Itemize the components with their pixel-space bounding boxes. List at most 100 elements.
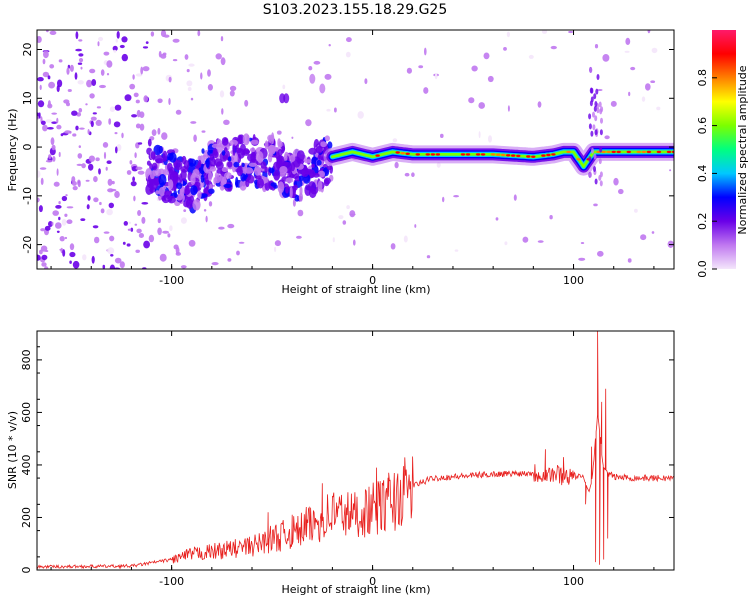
spectrogram-vertical-feature — [599, 146, 603, 153]
spectrogram-noise-blob — [423, 87, 429, 94]
spectrogram-noise-blob — [121, 36, 128, 43]
spectrogram-noise-blob — [220, 36, 224, 42]
spectrogram-noise-blob — [114, 190, 120, 199]
spectrogram-noise-blob — [190, 97, 194, 101]
spectrogram-noise-blob — [108, 118, 112, 125]
spectrogram-ridge-core — [516, 154, 521, 158]
spectrogram-noise-blob — [274, 246, 277, 253]
spectrogram-blob — [168, 166, 175, 175]
spectrogram-noise-blob — [345, 51, 351, 58]
spectrogram-ridge-core — [531, 155, 536, 158]
spectrogram-ridge-core — [501, 153, 506, 157]
spectrogram-blob — [264, 140, 269, 150]
spectrogram-noise-blob — [411, 172, 415, 177]
spectrogram-vertical-feature — [594, 178, 598, 185]
spectrogram-noise-blob — [56, 117, 59, 124]
spectrogram-noise-blob — [133, 195, 136, 202]
spectrogram-noise-blob — [503, 47, 507, 51]
spectrogram-blob — [162, 150, 168, 162]
spectrogram-noise-blob — [87, 195, 91, 201]
spectrogram-noise-blob — [92, 112, 97, 115]
spectrogram-noise-blob — [115, 146, 118, 154]
spectrogram-noise-blob — [71, 181, 77, 186]
spectrogram-noise-blob — [180, 265, 187, 269]
spectrogram-noise-blob — [67, 89, 72, 92]
spectrogram-noise-blob — [357, 111, 364, 119]
spectrogram-noise-blob — [326, 108, 331, 112]
spectrogram-noise-blob — [52, 156, 56, 162]
spectrogram-noise-blob — [528, 54, 534, 59]
spectrogram-blob — [190, 185, 198, 196]
spectrogram-noise-blob — [47, 75, 51, 80]
spectrogram-noise-blob — [60, 133, 64, 137]
spectrogram-noise-blob — [157, 98, 163, 104]
spectrogram-vertical-feature — [593, 153, 597, 160]
spectrogram-noise-blob — [64, 236, 68, 240]
spectrogram-noise-blob — [334, 107, 337, 113]
spectrogram-blob — [233, 161, 240, 168]
spectrogram-noise-blob — [93, 197, 99, 203]
spectrogram-blob — [224, 172, 232, 179]
spectrogram-blob — [290, 162, 296, 172]
spectrogram-noise-blob — [77, 153, 83, 159]
spectrogram-blob — [308, 147, 318, 155]
spectrogram-noise-blob — [157, 218, 161, 224]
spectrogram-noise-blob — [650, 80, 656, 83]
spectrogram-noise-blob — [103, 51, 110, 56]
spectrogram-noise-blob — [624, 50, 630, 53]
spectrogram-ytick-label: -20 — [21, 236, 34, 254]
spectrogram-noise-blob — [106, 60, 113, 68]
spectrogram-noise-blob — [86, 204, 90, 210]
spectrogram-noise-blob — [111, 180, 115, 185]
spectrogram-noise-blob — [332, 237, 335, 243]
spectrogram-noise-blob — [64, 213, 68, 217]
spectrogram-noise-blob — [58, 151, 61, 158]
spectrogram-noise-blob — [98, 168, 101, 175]
spectrogram-noise-blob — [549, 215, 553, 220]
spectrogram-blob — [222, 154, 227, 160]
spectrogram-noise-blob — [468, 97, 475, 104]
spectrogram-noise-blob — [282, 84, 286, 90]
spectrogram-noise-blob — [76, 112, 82, 117]
spectrogram-noise-blob — [190, 121, 197, 124]
spectrogram-streak — [309, 73, 316, 84]
spectrogram-blob — [192, 169, 200, 177]
spectrogram-noise-blob — [364, 78, 368, 85]
spectrogram-noise-blob — [442, 196, 445, 203]
snr-ytick-label: 0 — [20, 567, 33, 574]
spectrogram-blob — [158, 187, 166, 197]
spectrogram-blob — [326, 165, 333, 171]
spectrogram-blob — [201, 148, 205, 154]
spectrogram-noise-blob — [205, 215, 208, 223]
spectrogram-ridge-core — [395, 151, 400, 154]
spectrogram-noise-blob — [150, 31, 155, 37]
spectrogram-vertical-feature — [598, 174, 602, 181]
spectrogram-noise-blob — [434, 73, 438, 80]
spectrogram-noise-blob — [188, 239, 196, 247]
spectrogram-vertical-feature — [588, 123, 592, 130]
spectrogram-noise-blob — [168, 76, 172, 83]
colorbar-tick-label: 0.4 — [696, 165, 709, 183]
snr-ylabel: SNR (10 * v/v) — [6, 411, 19, 489]
spectrogram-noise-blob — [593, 203, 598, 207]
spectrogram-blob — [168, 179, 174, 190]
colorbar-tick-label: 0.6 — [696, 117, 709, 135]
spectrogram-noise-blob — [115, 39, 119, 43]
spectrogram-noise-blob — [61, 218, 67, 226]
colorbar-label: Normalized spectral amplitude — [736, 65, 749, 234]
spectrogram-noise-blob — [200, 72, 203, 80]
spectrogram-noise-blob — [137, 170, 145, 175]
spectrogram-ridge-core — [606, 150, 611, 154]
spectrogram-noise-blob — [49, 30, 57, 35]
spectrogram-vertical-feature — [595, 88, 599, 95]
spectrogram-noise-blob — [135, 99, 140, 104]
spectrogram-noise-blob — [97, 41, 100, 47]
spectrogram-noise-blob — [207, 84, 213, 91]
spectrogram-blob — [158, 174, 167, 186]
spectrogram-noise-blob — [634, 208, 638, 213]
spectrogram-noise-blob — [292, 199, 296, 207]
spectrogram-noise-blob — [116, 144, 122, 152]
spectrogram-ridge-core — [601, 150, 606, 154]
snr-series-line — [37, 331, 674, 570]
spectrogram-noise-blob — [453, 195, 459, 198]
